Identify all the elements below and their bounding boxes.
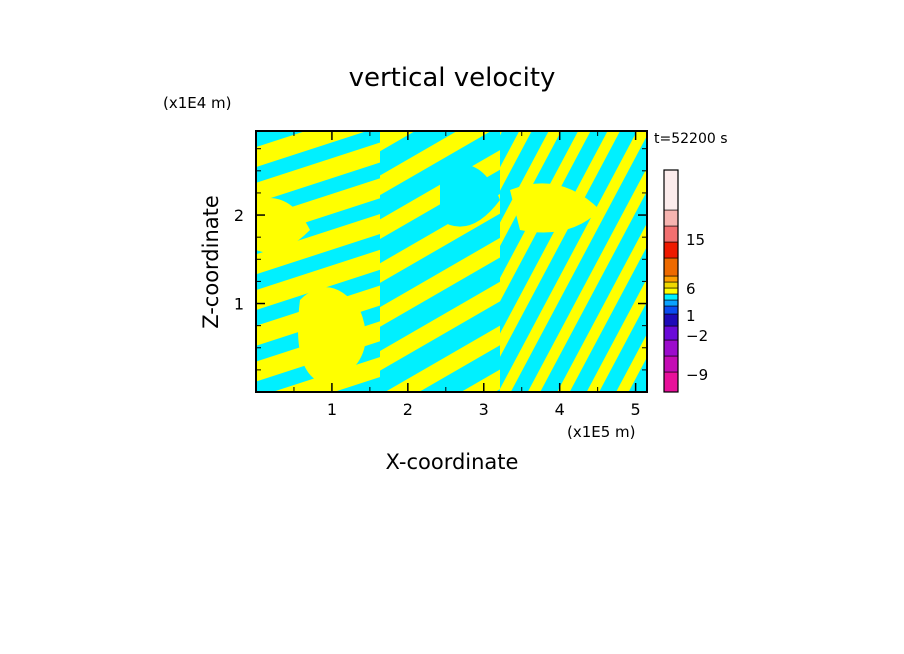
x-tick-label: 4 (555, 400, 565, 419)
colorbar-tick-label: 15 (686, 231, 705, 249)
x-axis-ticks: 1 2 3 4 5 (293, 131, 641, 419)
colorbar-level (663, 299, 679, 307)
colorbar-frame (663, 169, 679, 393)
colorbar-level (663, 281, 679, 289)
field-blob-yellow-3 (256, 198, 310, 253)
y-axis-label: Z-coordinate (199, 195, 223, 329)
plot-frame (255, 130, 648, 393)
colorbar-level (663, 293, 679, 301)
chart-title: vertical velocity (349, 63, 556, 93)
field-blob-yellow-1 (298, 287, 366, 385)
y-unit-label: (x1E4 m) (163, 94, 232, 112)
colorbar-level (663, 257, 679, 277)
field-blob-cyan-1 (440, 164, 500, 227)
colorbar-level (663, 225, 679, 243)
colorbar-level (663, 287, 679, 295)
x-unit-label: (x1E5 m) (567, 423, 636, 441)
colorbar (663, 169, 679, 393)
field-right (500, 131, 647, 392)
x-axis-label: X-coordinate (386, 450, 519, 474)
x-tick-label: 5 (631, 400, 641, 419)
colorbar-level (663, 313, 679, 327)
x-tick-label: 2 (403, 400, 413, 419)
colorbar-level (663, 209, 679, 227)
y-tick-label: 1 (234, 295, 244, 314)
colorbar-level (663, 241, 679, 259)
colorbar-tick-label: 1 (686, 307, 696, 325)
x-tick-label: 3 (479, 400, 489, 419)
colorbar-labels: 15 6 1 −2 −9 (686, 231, 708, 384)
colorbar-level (663, 275, 679, 283)
time-label: t=52200 s (654, 131, 728, 147)
y-tick-label: 2 (234, 206, 244, 225)
colorbar-tick-label: −2 (686, 327, 708, 345)
colorbar-level (663, 371, 679, 393)
colorbar-level (663, 339, 679, 357)
x-tick-label: 1 (327, 400, 337, 419)
colorbar-tick-label: 6 (686, 280, 696, 298)
colorbar-tick-label: −9 (686, 366, 708, 384)
colorbar-level (663, 169, 679, 211)
field-blob-yellow-2 (510, 183, 600, 233)
velocity-field (256, 131, 647, 392)
y-axis-ticks: 12 (234, 148, 647, 371)
colorbar-level (663, 325, 679, 341)
colorbar-level (663, 355, 679, 373)
colorbar-level (663, 305, 679, 315)
